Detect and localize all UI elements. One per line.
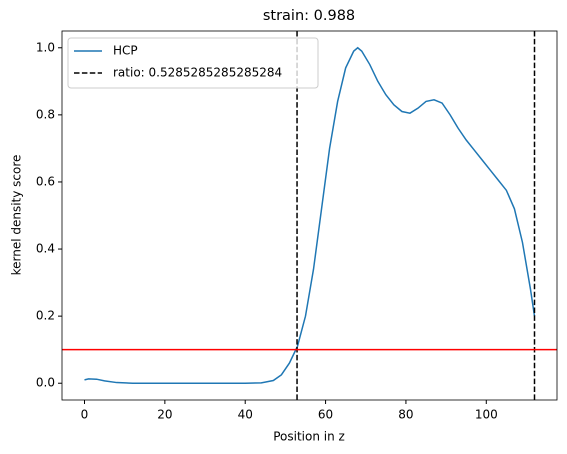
x-tick-label: 20 — [157, 408, 172, 422]
y-tick-label: 0.8 — [36, 107, 55, 121]
x-tick-label: 40 — [238, 408, 253, 422]
legend-box — [67, 37, 319, 89]
y-axis-label: kernel density score — [10, 155, 24, 276]
legend-label: ratio: 0.5285285285285284 — [113, 66, 282, 80]
data-line — [84, 46, 536, 384]
y-tick-label: 0.6 — [36, 174, 55, 188]
y-tick-label: 0.0 — [36, 376, 55, 390]
y-tick-label: 0.4 — [36, 242, 55, 256]
x-tick-label: 60 — [318, 408, 333, 422]
y-tick-label: 1.0 — [36, 40, 55, 54]
x-tick-label: 100 — [475, 408, 498, 422]
x-tick-label: 80 — [398, 408, 413, 422]
y-tick-label: 0.2 — [36, 309, 55, 323]
axes-frame — [61, 30, 558, 401]
chart-title: strain: 0.988 — [263, 8, 355, 24]
x-tick-label: 0 — [81, 408, 89, 422]
x-axis-label: Position in z — [273, 430, 345, 444]
legend-label: HCP — [113, 44, 138, 58]
